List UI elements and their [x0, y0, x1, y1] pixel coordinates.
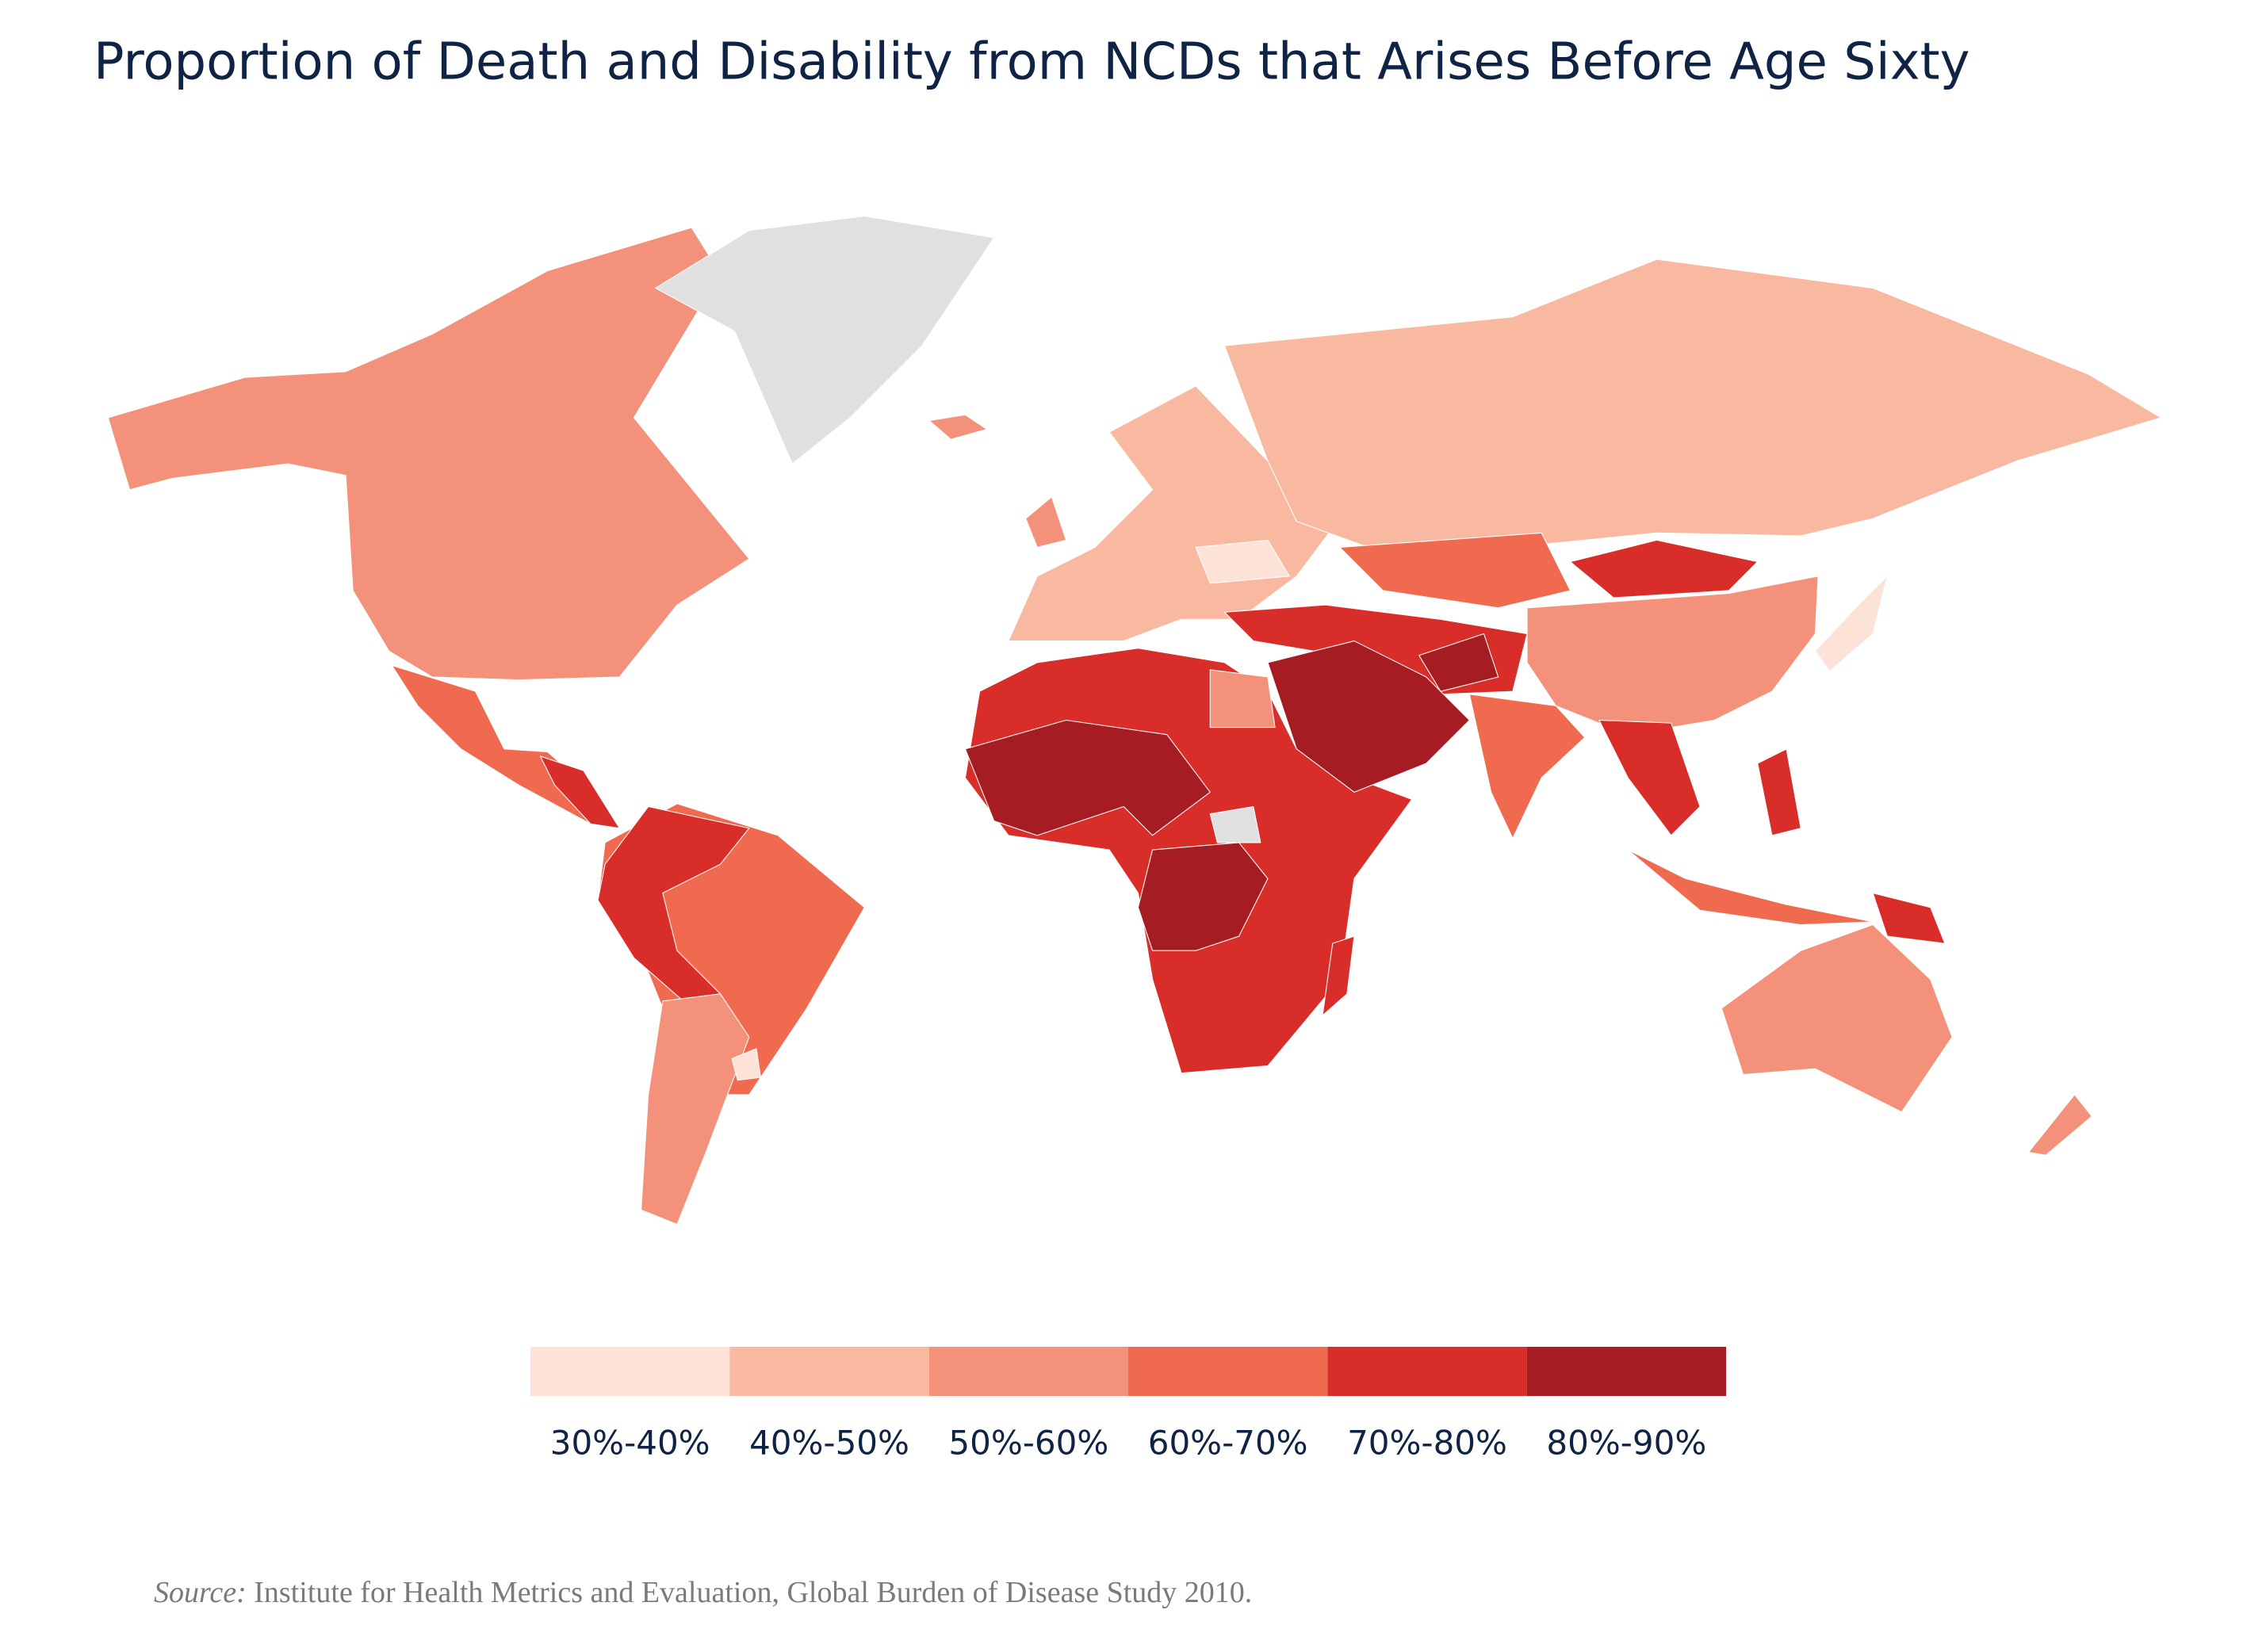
japan [1814, 576, 1888, 672]
iceland [928, 414, 988, 440]
legend: 30%-40% 40%-50% 50%-60% 60%-70% 70%-80% 80%-9… [530, 1347, 1726, 1463]
andean-states [597, 805, 750, 1009]
world-map [107, 216, 2162, 1225]
new-zealand [2027, 1094, 2092, 1156]
source-note: Source: Institute for Health Metrics and… [154, 1576, 1252, 1609]
legend-label: 40%-50% [749, 1424, 909, 1463]
legend-swatch [729, 1347, 929, 1396]
legend-label: 60%-70% [1148, 1424, 1308, 1463]
north-america [107, 227, 750, 681]
afghanistan [1418, 633, 1499, 692]
source-text: Institute for Health Metrics and Evaluat… [254, 1576, 1252, 1609]
title: Proportion of Death and Disability from … [94, 33, 1970, 92]
legend-swatch [928, 1347, 1128, 1396]
central-africa [1137, 842, 1269, 951]
russia [1223, 258, 2162, 549]
legend-swatch [1128, 1347, 1328, 1396]
source-label: Source: [154, 1576, 247, 1609]
australia [1721, 924, 1953, 1113]
mongolia [1569, 539, 1759, 598]
madagascar [1322, 935, 1355, 1016]
uk [1025, 496, 1067, 549]
egypt [1209, 669, 1276, 728]
legend-label: 80%-90% [1546, 1424, 1706, 1463]
india [1468, 694, 1586, 839]
south-sudan [1209, 805, 1261, 843]
ukraine [1195, 539, 1290, 584]
legend-label: 70%-80% [1347, 1424, 1507, 1463]
uruguay [731, 1048, 761, 1081]
legend-label: 50%-60% [948, 1424, 1108, 1463]
philippines [1757, 748, 1801, 836]
indonesia [1627, 849, 1874, 926]
southern-cone [641, 993, 750, 1225]
legend-swatch [530, 1347, 730, 1396]
southeast-asia [1598, 719, 1701, 836]
greenland [655, 216, 995, 465]
central-asia [1339, 532, 1571, 609]
west-africa [964, 719, 1211, 836]
central-america [539, 755, 620, 829]
arabia [1267, 641, 1470, 793]
legend-swatch [1327, 1347, 1527, 1396]
papua-new-guinea [1872, 892, 1946, 944]
legend-label: 30%-40% [550, 1424, 710, 1463]
china [1526, 576, 1819, 736]
legend-swatch [1526, 1347, 1726, 1396]
